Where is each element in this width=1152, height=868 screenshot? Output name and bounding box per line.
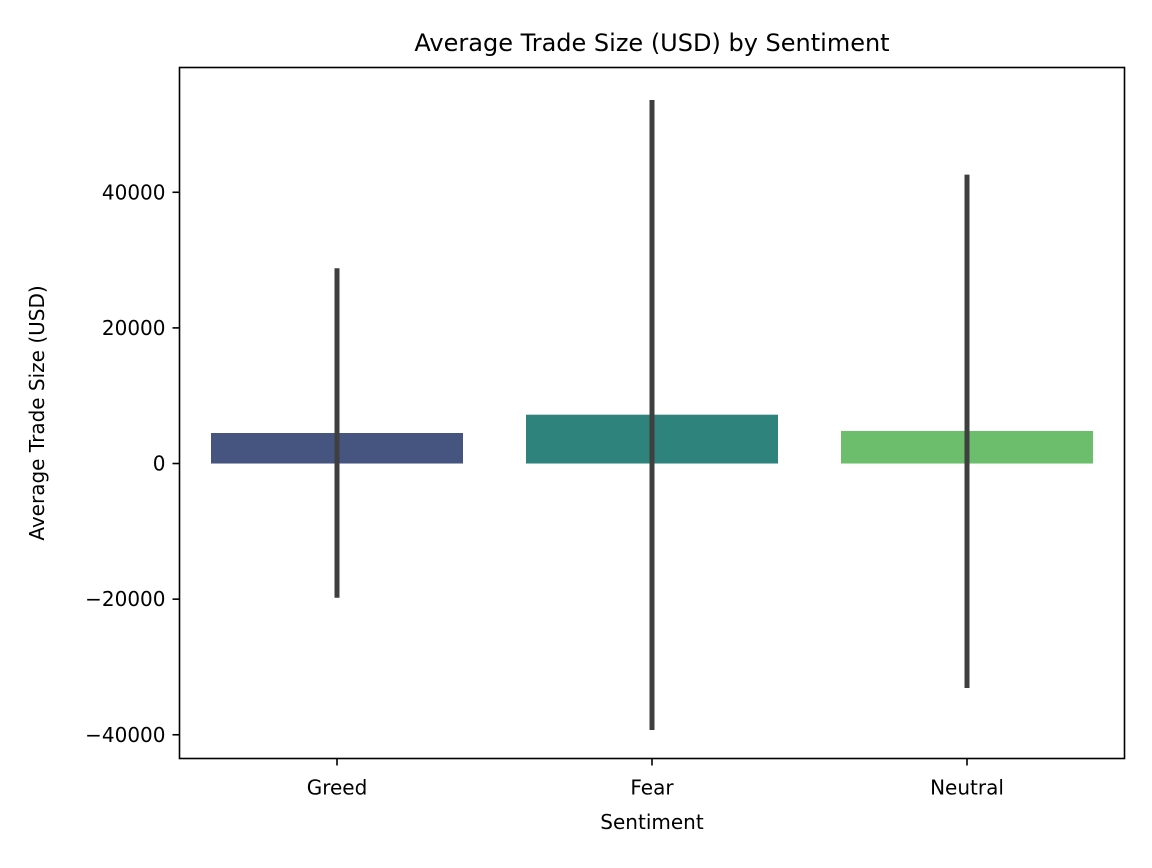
y-tick-label: 0 <box>153 452 166 476</box>
y-tick-label: 40000 <box>102 180 166 204</box>
chart-title: Average Trade Size (USD) by Sentiment <box>414 29 889 57</box>
y-tick-label: 20000 <box>102 316 166 340</box>
error-bars-layer <box>334 100 970 731</box>
y-tick-label: −40000 <box>85 723 165 747</box>
x-tick-label: Greed <box>307 776 368 800</box>
y-tick-label: −20000 <box>85 587 165 611</box>
x-axis-label: Sentiment <box>600 810 704 834</box>
x-tick-label: Neutral <box>930 776 1004 800</box>
x-tick-label: Fear <box>630 776 674 800</box>
y-axis-label: Average Trade Size (USD) <box>25 285 49 540</box>
x-axis: Greed Fear Neutral <box>307 758 1004 800</box>
y-axis: −40000 −20000 0 20000 40000 <box>85 180 180 747</box>
